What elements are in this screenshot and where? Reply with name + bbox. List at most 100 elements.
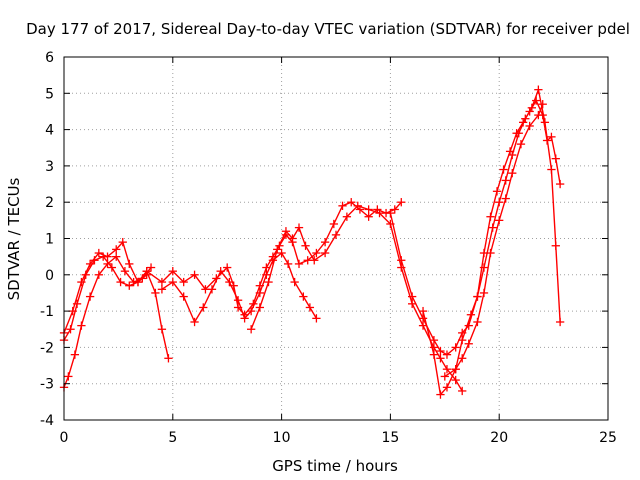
data-point (262, 270, 271, 279)
data-point (85, 259, 95, 269)
data-point (246, 306, 256, 316)
series-line (161, 252, 318, 323)
x-tick-label: 5 (168, 430, 177, 446)
data-point (94, 248, 103, 258)
data-point (142, 267, 151, 276)
data-point (551, 241, 560, 250)
data-point (418, 321, 428, 330)
data-point (479, 263, 489, 272)
series-arc5 (157, 248, 321, 327)
y-tick-label: 6 (45, 50, 54, 66)
y-tick-label: -3 (40, 377, 54, 393)
data-point (486, 248, 495, 258)
data-point (473, 317, 482, 327)
data-point (442, 350, 452, 359)
data-point (429, 335, 439, 345)
data-point (294, 259, 304, 269)
data-point (364, 205, 373, 214)
chart-title: Day 177 of 2017, Sidereal Day-to-day VTE… (26, 20, 630, 38)
data-point (540, 118, 550, 127)
data-point (555, 179, 565, 189)
data-point (168, 267, 177, 276)
data-point (555, 317, 565, 327)
data-point (299, 292, 308, 301)
data-point (458, 386, 467, 396)
data-point (418, 306, 428, 316)
data-point (521, 114, 530, 123)
data-point (77, 321, 86, 330)
data-point (294, 223, 304, 232)
y-tick-label: 3 (45, 159, 54, 175)
grid (64, 57, 608, 420)
data-point (273, 245, 282, 254)
data-point (466, 310, 476, 319)
x-tick-label: 25 (599, 430, 617, 446)
data-point (246, 325, 256, 334)
series-line (63, 255, 152, 388)
series-layer (59, 85, 565, 399)
data-point (364, 212, 373, 221)
y-tick-label: 1 (45, 232, 54, 248)
data-point (508, 150, 517, 160)
data-point (146, 263, 156, 272)
data-point (288, 234, 297, 243)
data-point (436, 390, 445, 399)
data-point (458, 335, 467, 345)
series-line (389, 99, 561, 356)
data-point (268, 256, 278, 265)
data-point (534, 110, 543, 120)
x-tick-label: 20 (490, 430, 508, 446)
series-arc9 (440, 100, 547, 381)
y-tick-label: 5 (45, 86, 54, 102)
series-arc4 (142, 198, 406, 319)
data-point (397, 256, 406, 265)
data-point (353, 201, 362, 210)
data-point (225, 277, 234, 287)
data-point (310, 256, 319, 265)
data-point (320, 248, 330, 258)
data-point (216, 267, 225, 276)
data-point (492, 187, 502, 196)
data-point (527, 103, 536, 112)
data-point (157, 325, 167, 334)
data-point (223, 263, 232, 272)
data-point (94, 270, 103, 279)
data-point (301, 241, 310, 250)
data-point (442, 365, 452, 374)
data-point (112, 252, 121, 261)
data-point (157, 277, 167, 287)
data-point (64, 372, 73, 381)
series-arc8 (418, 85, 565, 399)
data-point (157, 285, 167, 294)
series-line (63, 255, 170, 359)
data-point (85, 292, 95, 301)
x-tick-label: 10 (273, 430, 291, 446)
data-point (107, 263, 117, 272)
data-point (338, 201, 347, 210)
data-point (290, 277, 299, 287)
data-point (516, 139, 526, 149)
data-point (525, 121, 534, 131)
data-point (240, 314, 249, 323)
data-point (262, 263, 271, 272)
data-point (264, 277, 273, 287)
data-point (207, 285, 217, 294)
data-point (125, 281, 134, 290)
series-line (63, 241, 148, 334)
data-point (495, 198, 504, 207)
series-line (250, 205, 463, 392)
data-point (312, 314, 321, 323)
series-arc7 (386, 96, 565, 359)
data-point (451, 375, 460, 385)
data-point (70, 350, 80, 359)
data-point (464, 321, 473, 330)
data-point (103, 252, 112, 261)
data-point (479, 288, 489, 298)
data-point (66, 325, 75, 334)
data-point (329, 219, 338, 229)
data-point (436, 354, 445, 363)
data-point (303, 256, 312, 265)
data-point (408, 292, 417, 301)
data-point (386, 208, 395, 218)
